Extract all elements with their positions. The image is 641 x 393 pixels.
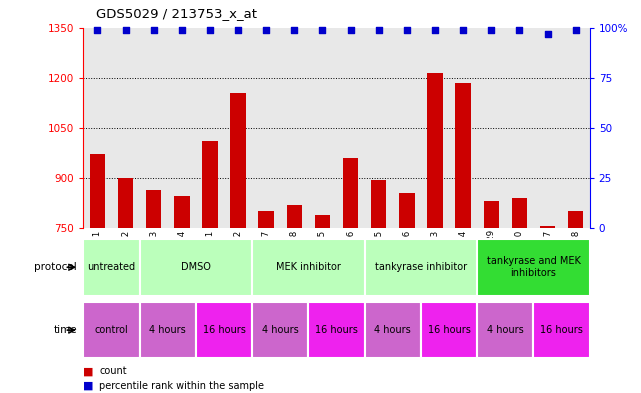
Bar — [90, 154, 105, 228]
Text: 16 hours: 16 hours — [203, 325, 246, 335]
Point — [458, 26, 469, 33]
Bar — [252, 239, 365, 296]
Text: 16 hours: 16 hours — [428, 325, 470, 335]
Text: 4 hours: 4 hours — [374, 325, 411, 335]
Bar — [112, 28, 140, 228]
Bar — [512, 198, 527, 228]
Bar — [230, 93, 246, 228]
Point — [205, 26, 215, 33]
Bar — [202, 141, 218, 228]
Bar — [308, 302, 365, 358]
Bar — [568, 211, 583, 228]
Bar — [146, 189, 162, 228]
Point — [430, 26, 440, 33]
Point — [149, 26, 159, 33]
Text: ■: ■ — [83, 381, 94, 391]
Bar — [365, 239, 477, 296]
Text: DMSO: DMSO — [181, 262, 211, 272]
Point — [374, 26, 384, 33]
Point — [542, 30, 553, 37]
Bar — [477, 28, 505, 228]
Point — [92, 26, 103, 33]
Bar — [343, 158, 358, 228]
Text: control: control — [95, 325, 128, 335]
Point — [233, 26, 243, 33]
Bar — [118, 178, 133, 228]
Bar — [258, 211, 274, 228]
Point — [261, 26, 271, 33]
Bar — [315, 215, 330, 228]
Text: percentile rank within the sample: percentile rank within the sample — [99, 381, 264, 391]
Text: protocol: protocol — [34, 262, 77, 272]
Point — [514, 26, 524, 33]
Bar — [252, 302, 308, 358]
Text: GDS5029 / 213753_x_at: GDS5029 / 213753_x_at — [96, 7, 257, 20]
Bar — [505, 28, 533, 228]
Text: tankyrase inhibitor: tankyrase inhibitor — [375, 262, 467, 272]
Text: time: time — [53, 325, 77, 335]
Point — [177, 26, 187, 33]
Point — [402, 26, 412, 33]
Bar — [428, 73, 443, 228]
Bar — [174, 196, 190, 228]
Text: tankyrase and MEK
inhibitors: tankyrase and MEK inhibitors — [487, 257, 580, 278]
Bar — [365, 28, 393, 228]
Bar — [83, 239, 140, 296]
Bar — [371, 180, 387, 228]
Bar — [365, 302, 421, 358]
Bar — [449, 28, 477, 228]
Bar — [140, 239, 252, 296]
Text: count: count — [99, 366, 127, 376]
Bar — [477, 302, 533, 358]
Text: MEK inhibitor: MEK inhibitor — [276, 262, 341, 272]
Point — [570, 26, 581, 33]
Bar — [140, 28, 168, 228]
Bar — [421, 302, 477, 358]
Bar — [533, 302, 590, 358]
Bar — [83, 28, 112, 228]
Bar — [477, 239, 590, 296]
Point — [486, 26, 496, 33]
Bar — [83, 302, 140, 358]
Bar — [540, 226, 555, 228]
Text: 4 hours: 4 hours — [262, 325, 299, 335]
Text: 16 hours: 16 hours — [540, 325, 583, 335]
Point — [289, 26, 299, 33]
Bar — [168, 28, 196, 228]
Bar — [421, 28, 449, 228]
Bar — [337, 28, 365, 228]
Point — [317, 26, 328, 33]
Text: ■: ■ — [83, 366, 94, 376]
Text: untreated: untreated — [87, 262, 135, 272]
Bar — [252, 28, 280, 228]
Bar — [280, 28, 308, 228]
Bar — [399, 193, 415, 228]
Bar — [562, 28, 590, 228]
Point — [121, 26, 131, 33]
Bar — [196, 28, 224, 228]
Bar — [393, 28, 421, 228]
Bar — [196, 302, 252, 358]
Point — [345, 26, 356, 33]
Text: 4 hours: 4 hours — [487, 325, 524, 335]
Bar — [308, 28, 337, 228]
Bar — [455, 83, 471, 228]
Bar — [287, 204, 302, 228]
Bar — [483, 201, 499, 228]
Bar — [533, 28, 562, 228]
Text: 4 hours: 4 hours — [149, 325, 186, 335]
Bar — [140, 302, 196, 358]
Bar — [224, 28, 252, 228]
Text: 16 hours: 16 hours — [315, 325, 358, 335]
